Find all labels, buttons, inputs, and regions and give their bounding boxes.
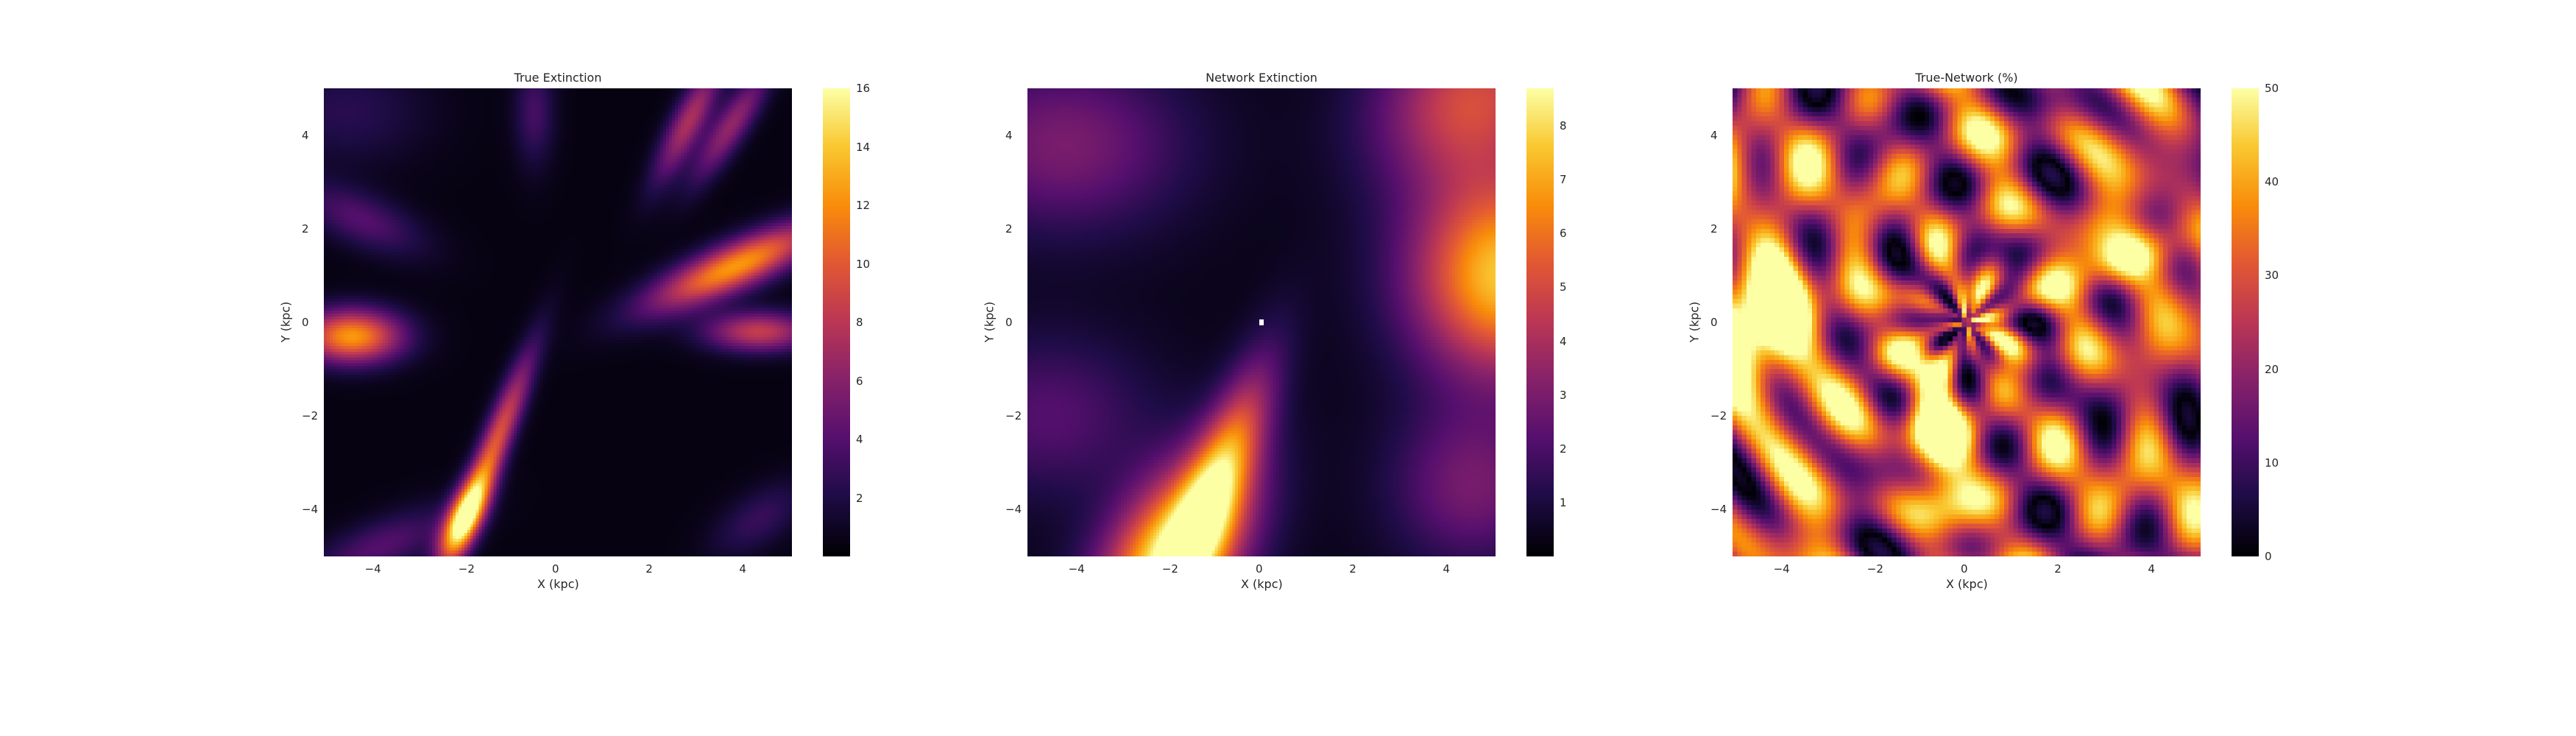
colorbar-tick-label: 4 (856, 433, 863, 446)
x-tick-label: 0 (1961, 562, 1968, 576)
x-tick-label: 2 (645, 562, 653, 576)
colorbar-tick-label: 20 (2265, 362, 2279, 376)
colorbar-tick-label: 4 (1560, 334, 1567, 348)
colorbar-tick-label: 6 (1560, 227, 1567, 241)
y-axis-label: Y (kpc) (982, 301, 997, 343)
heatmap-true-extinction (324, 88, 792, 556)
colorbar-tick-label: 30 (2265, 269, 2279, 283)
colorbar-tick-label: 8 (1560, 119, 1567, 133)
y-tick-label: −4 (1005, 503, 1022, 517)
y-tick-label: 0 (302, 316, 309, 329)
colorbar (1526, 88, 1554, 556)
y-tick-label: −2 (302, 409, 319, 423)
colorbar-tick-label: 7 (1560, 173, 1567, 187)
colorbar-tick-label: 2 (856, 491, 863, 505)
heatmap-true-minus-network (1733, 88, 2201, 556)
y-tick-label: 2 (302, 222, 309, 236)
chart-panel-network-extinction: Network Extinction X (kpc) Y (kpc) −4 −2… (0, 0, 1566, 736)
y-tick-label: 0 (1005, 316, 1013, 329)
chart-panel-true-minus-network: True-Network (%) X (kpc) Y (kpc) −4 −2 0… (0, 0, 2279, 736)
x-tick-label: 2 (2054, 562, 2062, 576)
y-tick-label: 2 (1710, 222, 1718, 236)
x-axis-label: X (kpc) (1241, 577, 1283, 591)
x-tick-label: 4 (739, 562, 746, 576)
x-tick-label: 4 (2148, 562, 2155, 576)
x-tick-label: 4 (1443, 562, 1450, 576)
colorbar-tick-label: 3 (1560, 388, 1567, 402)
x-tick-label: −4 (1773, 562, 1790, 576)
origin-marker (1259, 319, 1264, 325)
chart-title: Network Extinction (1206, 71, 1317, 85)
colorbar-tick-label: 0 (2265, 550, 2272, 563)
y-tick-label: 4 (302, 128, 309, 142)
x-tick-label: 0 (552, 562, 559, 576)
chart-panel-true-extinction: True Extinction X (kpc) Y (kpc) −4 −2 0 … (0, 0, 870, 736)
y-tick-label: 4 (1005, 128, 1013, 142)
colorbar-tick-label: 40 (2265, 175, 2279, 189)
colorbar-tick-label: 2 (1560, 442, 1567, 456)
colorbar-tick-label: 50 (2265, 82, 2279, 95)
y-tick-label: 0 (1710, 316, 1718, 329)
colorbar-tick-label: 10 (856, 257, 871, 271)
chart-title: True Extinction (514, 71, 602, 85)
colorbar-tick-label: 5 (1560, 280, 1567, 294)
x-tick-label: −2 (1161, 562, 1178, 576)
colorbar (2232, 88, 2259, 556)
x-axis-label: X (kpc) (1946, 577, 1988, 591)
colorbar-tick-label: 8 (856, 316, 863, 329)
colorbar-tick-label: 6 (856, 374, 863, 388)
y-tick-label: −2 (1710, 409, 1727, 423)
colorbar-tick-label: 16 (856, 82, 871, 95)
x-tick-label: −2 (458, 562, 475, 576)
x-tick-label: −4 (364, 562, 381, 576)
colorbar-tick-label: 14 (856, 140, 871, 154)
colorbar (823, 88, 850, 556)
y-tick-label: 4 (1710, 128, 1718, 142)
y-tick-label: 2 (1005, 222, 1013, 236)
x-tick-label: 0 (1256, 562, 1263, 576)
y-tick-label: −4 (1710, 503, 1727, 517)
x-tick-label: −2 (1866, 562, 1883, 576)
colorbar-tick-label: 1 (1560, 495, 1567, 509)
x-tick-label: 2 (1349, 562, 1356, 576)
y-tick-label: −4 (302, 503, 319, 517)
colorbar-tick-label: 10 (2265, 456, 2279, 470)
chart-title: True-Network (%) (1915, 71, 2018, 85)
y-axis-label: Y (kpc) (1687, 301, 1702, 343)
y-tick-label: −2 (1005, 409, 1022, 423)
colorbar-tick-label: 12 (856, 199, 871, 212)
x-axis-label: X (kpc) (537, 577, 579, 591)
x-tick-label: −4 (1068, 562, 1085, 576)
